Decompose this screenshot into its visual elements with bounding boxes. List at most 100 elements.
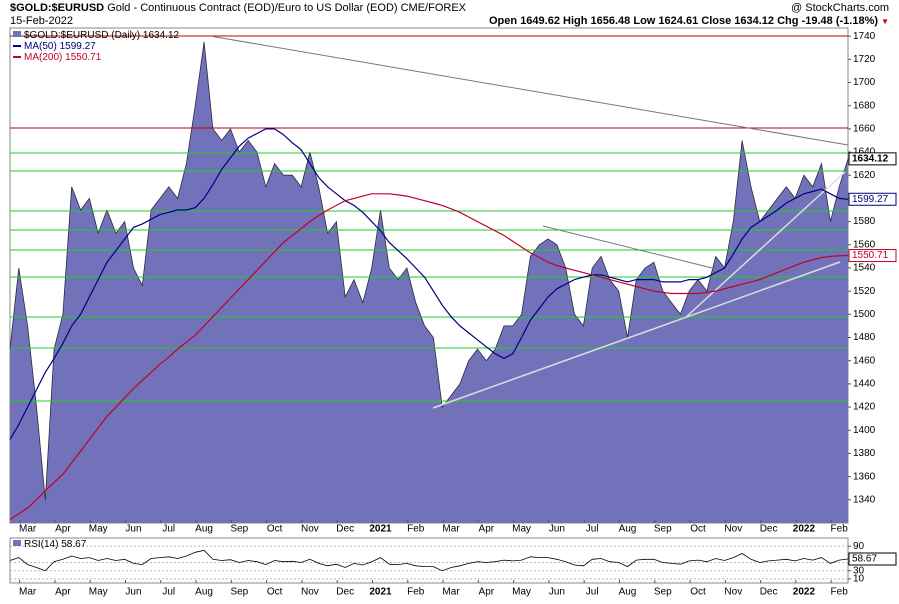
date: 15-Feb-2022 [10,15,73,27]
quote-label: Low [633,15,656,27]
y-tick-label: 1620 [853,170,876,181]
quote-value: 1624.61 [658,15,699,27]
x-tick-label: 2022 [793,587,816,598]
x-tick-label: May [89,587,108,598]
value-label: 1550.71 [852,250,889,261]
quote-value: -19.48 [801,15,833,27]
area-layer [9,41,849,580]
x-tick-label: Apr [55,524,71,535]
x-tick-label: Mar [19,587,37,598]
y-tick-label: 1580 [853,216,876,227]
y-tick-label: 1500 [853,309,876,320]
x-tick-label: May [512,524,531,535]
x-tick-label: Sep [230,524,248,535]
y-tick-label: 10 [853,574,865,585]
x-tick-label: Sep [654,524,672,535]
x-tick-label: Aug [619,587,637,598]
quote: Open 1649.62 High 1656.48 Low 1624.61 Cl… [489,15,889,27]
quote-change-pct: (-1.18%) [835,15,879,27]
area-outline [9,41,849,500]
x-tick-label: Jul [162,587,175,598]
x-tick-label: Mar [442,587,460,598]
x-tick-label: Dec [760,524,778,535]
x-tick-label: Jun [125,524,141,535]
line [9,549,849,572]
x-tick-label: 2022 [793,524,816,535]
y-tick-label: 1380 [853,448,876,459]
x-tick-label: 2021 [369,524,392,535]
y-tick-label: 1460 [853,355,876,366]
x-tick-label: Apr [479,587,495,598]
x-tick-label: Nov [301,587,319,598]
x-tick-label: Oct [690,524,706,535]
x-tick-label: Sep [230,587,248,598]
quote-label: Open [489,15,518,27]
x-tick-label: Dec [336,524,354,535]
x-tick-label: Jul [586,524,599,535]
legend-swatch [13,540,21,546]
y-tick-label: 1420 [853,402,876,413]
y-tick-label: 1360 [853,471,876,482]
y-tick-label: 1720 [853,54,876,65]
y-tick-label: 1520 [853,286,876,297]
line [9,193,849,521]
legend-entry: RSI(14) 58.67 [24,539,87,550]
x-tick-label: May [89,524,108,535]
x-tick-label: 2021 [369,587,392,598]
quote-label: High [563,15,588,27]
legend-name: RSI(14) [24,539,58,550]
legend-name: MA(200) [24,52,62,63]
y-tick-label: 1540 [853,263,876,274]
x-tick-label: Nov [724,587,742,598]
legend-value: 1599.27 [60,41,97,52]
x-tick-label: Aug [195,587,213,598]
y-tick-label: 1680 [853,100,876,111]
quote-value: 1649.62 [520,15,560,27]
y-tick-label: 1660 [853,123,876,134]
value-label-box [848,552,897,566]
x-tick-label: Jun [549,524,565,535]
annotations [10,35,849,409]
legend-entry: MA(50) 1599.27 [24,41,96,52]
y-tick-label: 1740 [853,31,876,42]
x-tick-label: Nov [301,524,319,535]
trend-line [542,225,721,271]
x-tick-label: Sep [654,587,672,598]
x-tick-label: Jun [125,587,141,598]
value-label: 1634.12 [852,153,889,164]
x-tick-label: Nov [724,524,742,535]
y-tick-label: 1560 [853,239,876,250]
legend-value: 1634.12 [143,30,180,41]
y-tick-label: 1440 [853,379,876,390]
x-tick-label: Oct [267,524,283,535]
value-label-box [848,192,897,206]
y-tick-label: 90 [853,541,865,552]
symbol: $GOLD:$EURUSD [10,2,105,14]
header-line: 15-Feb-2022 Open 1649.62 High 1656.48 Lo… [10,15,889,27]
legend-entry: $GOLD:$EURUSD (Daily) 1634.12 [24,30,180,41]
rsi-panel [9,537,849,584]
quote-label: Close [701,15,732,27]
legend-name: MA(50) [24,41,57,52]
x-tick-label: Jul [162,524,175,535]
y-tick-label: 30 [853,565,865,576]
x-tick-label: Jul [586,587,599,598]
x-tick-label: Feb [831,524,849,535]
x-tick-label: Aug [195,524,213,535]
legend-entry: MA(200) 1550.71 [24,52,102,63]
trend-line [432,261,841,409]
quote-value: 1656.48 [590,15,631,27]
x-tick-label: Feb [407,587,425,598]
header-line: $GOLD:$EURUSD Gold - Continuous Contract… [10,2,889,14]
legend-swatch [13,31,21,37]
legend-value: 1550.71 [65,52,102,63]
x-tick-label: Dec [336,587,354,598]
y-tick-label: 1340 [853,494,876,505]
line [9,128,849,440]
y-tick-label: 1400 [853,425,876,436]
value-label-box [848,152,897,166]
x-tick-label: May [512,587,531,598]
down-arrow-icon: ▼ [881,17,889,26]
y-tick-label: 1640 [853,147,876,158]
